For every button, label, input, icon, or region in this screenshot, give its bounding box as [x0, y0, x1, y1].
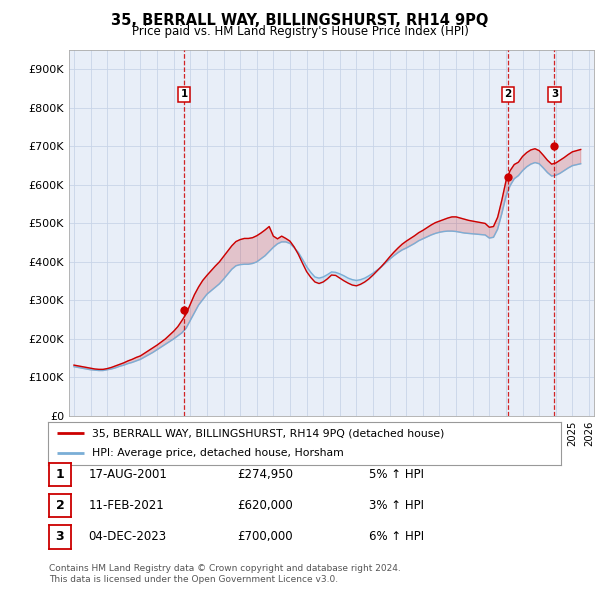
Text: 1: 1 — [56, 468, 64, 481]
Text: £620,000: £620,000 — [237, 499, 293, 512]
Text: Contains HM Land Registry data © Crown copyright and database right 2024.: Contains HM Land Registry data © Crown c… — [49, 565, 401, 573]
Text: 3: 3 — [56, 530, 64, 543]
Text: £274,950: £274,950 — [237, 468, 293, 481]
Text: 3% ↑ HPI: 3% ↑ HPI — [369, 499, 424, 512]
Text: 6% ↑ HPI: 6% ↑ HPI — [369, 530, 424, 543]
Text: 2: 2 — [56, 499, 64, 512]
Text: Price paid vs. HM Land Registry's House Price Index (HPI): Price paid vs. HM Land Registry's House … — [131, 25, 469, 38]
Text: HPI: Average price, detached house, Horsham: HPI: Average price, detached house, Hors… — [92, 448, 343, 458]
Text: 1: 1 — [181, 90, 188, 100]
Text: 35, BERRALL WAY, BILLINGSHURST, RH14 9PQ: 35, BERRALL WAY, BILLINGSHURST, RH14 9PQ — [112, 13, 488, 28]
Text: 2: 2 — [505, 90, 512, 100]
Text: £700,000: £700,000 — [237, 530, 293, 543]
Text: 11-FEB-2021: 11-FEB-2021 — [88, 499, 164, 512]
Text: 3: 3 — [551, 90, 558, 100]
Text: 17-AUG-2001: 17-AUG-2001 — [88, 468, 167, 481]
Text: This data is licensed under the Open Government Licence v3.0.: This data is licensed under the Open Gov… — [49, 575, 338, 584]
Text: 35, BERRALL WAY, BILLINGSHURST, RH14 9PQ (detached house): 35, BERRALL WAY, BILLINGSHURST, RH14 9PQ… — [92, 428, 444, 438]
Text: 5% ↑ HPI: 5% ↑ HPI — [369, 468, 424, 481]
Text: 04-DEC-2023: 04-DEC-2023 — [88, 530, 166, 543]
